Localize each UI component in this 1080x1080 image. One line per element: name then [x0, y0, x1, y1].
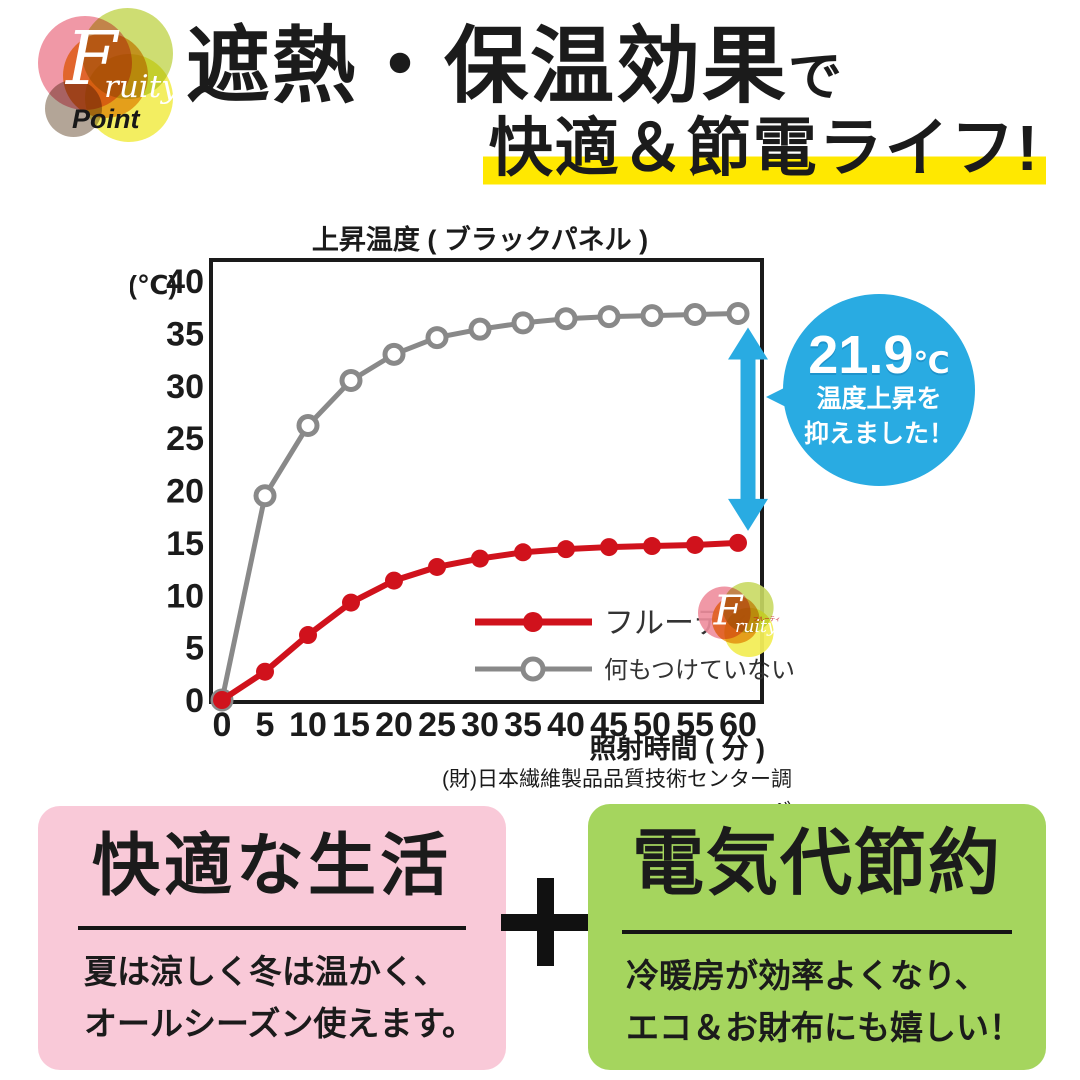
saving-card-divider [622, 930, 1012, 934]
y-tick-label: 0 [185, 682, 204, 720]
x-tick-label: 30 [461, 706, 499, 744]
saving-card: 電気代節約 冷暖房が効率よくなり、 エコ＆お財布にも嬉しい！ [588, 804, 1046, 1070]
logo-script-f: F [66, 16, 118, 102]
x-tick-label: 50 [633, 706, 671, 744]
comfort-card-divider [78, 926, 466, 930]
legend-marker-open [520, 656, 546, 682]
bubble-tail-icon [766, 380, 800, 414]
headline-line1-particle: で [788, 47, 845, 107]
data-point-open [726, 301, 750, 325]
x-tick-label: 40 [547, 706, 585, 744]
data-point-filled [557, 540, 575, 559]
difference-arrow-head-down [728, 498, 768, 531]
fruity-point-logo: F ruity Point [38, 8, 179, 143]
y-tick-label: 30 [166, 368, 204, 406]
temperature-callout-bubble: 21.9℃ 温度上昇を 抑えました！ [766, 294, 975, 486]
data-point-filled [514, 543, 532, 562]
logo-brand-rest: ruity [104, 69, 179, 105]
data-point-open [597, 305, 621, 329]
data-point-filled [299, 626, 317, 645]
saving-card-body-line2: エコ＆お財布にも嬉しい！ [626, 1009, 1022, 1047]
data-point-open [425, 326, 449, 350]
callout-value: 21.9℃ [808, 325, 950, 385]
callout-line1: 温度上昇を [816, 385, 942, 413]
x-tick-label: 0 [213, 706, 232, 744]
data-point-filled [686, 535, 704, 554]
y-tick-label: 40 [166, 263, 204, 301]
data-point-open [640, 304, 664, 328]
data-point-filled [600, 538, 618, 557]
data-point-open [382, 342, 406, 366]
callout-line2: 抑えました！ [803, 420, 954, 448]
logo-orange-circle [712, 596, 760, 644]
x-tick-label: 5 [256, 706, 275, 744]
saving-card-heading: 電気代節約 [631, 824, 1002, 904]
comfort-card-heading: 快適な生活 [91, 828, 452, 904]
data-point-filled [643, 537, 661, 556]
headline-line1: 遮熱・保温効果で [186, 20, 844, 112]
x-tick-label: 45 [590, 706, 628, 744]
chart-title: 上昇温度 ( ブラックパネル ) [311, 225, 649, 255]
data-point-filled [342, 593, 360, 612]
callout-unit: ℃ [913, 347, 950, 380]
data-point-open [554, 307, 578, 331]
x-axis-label: 照射時間 ( 分 ) [589, 734, 766, 764]
comfort-card: 快適な生活 夏は涼しく冬は温かく、 オールシーズン使えます。 [38, 806, 506, 1070]
data-point-open [468, 317, 492, 341]
legend-marker-filled [523, 612, 543, 632]
y-tick-label: 20 [166, 473, 204, 511]
saving-card-body: 冷暖房が効率よくなり、 エコ＆お財布にも嬉しい！ [626, 950, 1022, 1054]
data-point-filled [213, 691, 231, 709]
x-tick-label: 25 [418, 706, 456, 744]
y-tick-label: 15 [166, 525, 204, 563]
x-tick-label: 35 [504, 706, 542, 744]
legend-label: 何もつけていない [604, 657, 795, 684]
data-point-filled [428, 557, 446, 576]
y-tick-label: 5 [185, 630, 204, 668]
x-tick-label: 20 [375, 706, 413, 744]
difference-arrow-head-up [728, 327, 768, 360]
data-point-open [511, 311, 535, 335]
data-point-open [683, 303, 707, 327]
y-tick-label: 10 [166, 577, 204, 615]
comfort-card-body: 夏は涼しく冬は温かく、 オールシーズン使えます。 [84, 946, 475, 1050]
y-tick-label: 35 [166, 315, 204, 353]
data-point-open [339, 369, 363, 393]
saving-card-body-line1: 冷暖房が効率よくなり、 [626, 957, 988, 994]
data-point-open [253, 484, 277, 508]
logo-brand-rest: ruity [734, 616, 777, 637]
comfort-card-body-line2: オールシーズン使えます。 [84, 1005, 476, 1043]
legend-fruity-logo: F フルーティ ruity [698, 582, 781, 658]
data-point-filled [256, 662, 274, 681]
x-tick-label: 55 [676, 706, 714, 744]
x-tick-label: 60 [719, 706, 757, 744]
x-tick-label: 15 [332, 706, 370, 744]
logo-script-f: F [713, 586, 743, 635]
plus-icon [501, 878, 589, 966]
data-point-filled [471, 549, 489, 568]
data-point-filled [729, 533, 747, 552]
logo-orange-circle [63, 33, 148, 118]
y-tick-label: 25 [166, 420, 204, 458]
plot-frame [209, 258, 764, 704]
headline-line1-main: 遮熱・保温効果 [186, 19, 789, 113]
data-point-filled [385, 571, 403, 590]
data-point-open [296, 414, 320, 438]
comfort-card-body-line1: 夏は涼しく冬は温かく、 [84, 953, 447, 990]
logo-point-label: Point [72, 104, 140, 134]
headline-line2-highlighted: 快適＆節電ライフ! [482, 112, 1046, 186]
x-tick-label: 10 [289, 706, 327, 744]
logo-micro-label: フルーティ [752, 616, 781, 623]
y-unit-label: (℃) [130, 270, 177, 300]
